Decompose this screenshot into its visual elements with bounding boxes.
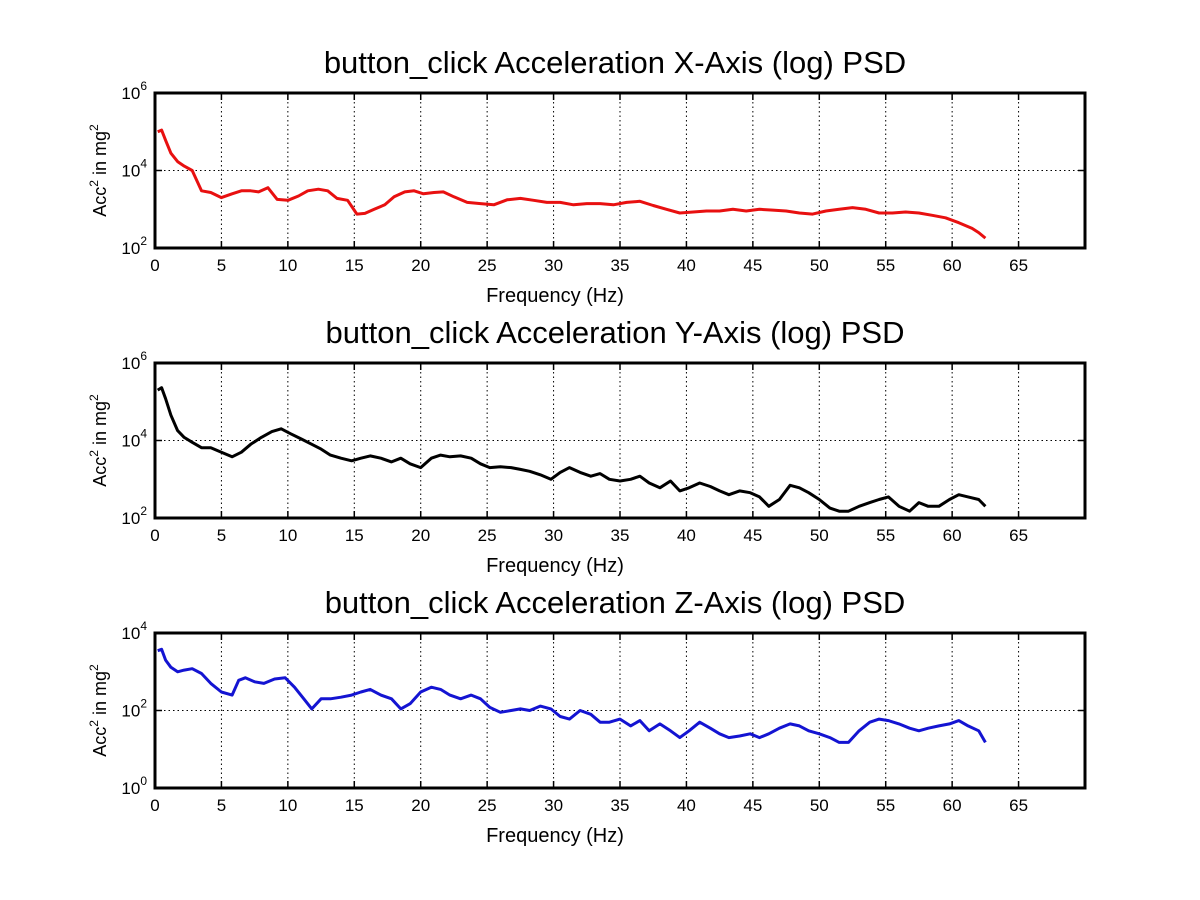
x-tick-label: 10 (278, 526, 297, 545)
chart-title-z-axis: button_click Acceleration Z-Axis (log) P… (325, 585, 906, 620)
x-tick-label: 65 (1009, 256, 1028, 275)
panel-x-axis: button_click Acceleration X-Axis (log) P… (87, 45, 1087, 307)
x-tick-label: 40 (677, 796, 696, 815)
x-axis-label-x-axis: Frequency (Hz) (486, 285, 624, 307)
x-tick-label: 55 (876, 256, 895, 275)
y-tick-label: 104 (121, 427, 147, 451)
x-tick-label: 20 (411, 796, 430, 815)
x-tick-label: 25 (478, 256, 497, 275)
y-axis-label-x-axis: Acc2 in mg2 (87, 124, 110, 217)
x-tick-label: 45 (743, 526, 762, 545)
x-tick-label: 60 (943, 796, 962, 815)
x-tick-label: 30 (544, 256, 563, 275)
chart-title-y-axis: button_click Acceleration Y-Axis (log) P… (326, 315, 905, 350)
x-axis-label-z-axis: Frequency (Hz) (486, 825, 624, 847)
x-tick-label: 5 (217, 796, 226, 815)
x-axis-label-y-axis: Frequency (Hz) (486, 555, 624, 577)
x-tick-label: 55 (876, 526, 895, 545)
psd-line-z-axis (157, 647, 987, 744)
panel-z-axis: button_click Acceleration Z-Axis (log) P… (87, 585, 1087, 847)
y-tick-label: 100 (121, 774, 147, 798)
y-tick-label: 106 (121, 349, 147, 373)
x-tick-label: 10 (278, 256, 297, 275)
x-tick-label: 35 (611, 256, 630, 275)
x-tick-label: 60 (943, 526, 962, 545)
x-tick-label: 45 (743, 256, 762, 275)
x-tick-label: 35 (611, 796, 630, 815)
x-tick-label: 15 (345, 256, 364, 275)
x-tick-label: 15 (345, 796, 364, 815)
x-tick-label: 45 (743, 796, 762, 815)
x-tick-label: 50 (810, 256, 829, 275)
axes-frame-z-axis (153, 631, 1087, 790)
x-tick-label: 20 (411, 256, 430, 275)
y-tick-label: 104 (121, 619, 147, 643)
y-axis-label-z-axis: Acc2 in mg2 (87, 664, 110, 757)
x-tick-label: 25 (478, 796, 497, 815)
x-tick-label: 30 (544, 526, 563, 545)
psd-line-y-axis (156, 386, 987, 513)
y-tick-label: 104 (121, 157, 147, 181)
x-tick-label: 10 (278, 796, 297, 815)
x-tick-label: 20 (411, 526, 430, 545)
x-tick-label: 5 (217, 256, 226, 275)
axes-frame-y-axis (153, 361, 1087, 520)
x-tick-label: 0 (150, 256, 159, 275)
x-tick-label: 25 (478, 526, 497, 545)
x-tick-label: 15 (345, 526, 364, 545)
chart-title-x-axis: button_click Acceleration X-Axis (log) P… (324, 45, 906, 80)
psd-line-x-axis (157, 128, 987, 240)
x-tick-label: 30 (544, 796, 563, 815)
x-tick-label: 5 (217, 526, 226, 545)
y-tick-label: 102 (121, 697, 147, 721)
x-tick-label: 50 (810, 526, 829, 545)
y-axis-label-y-axis: Acc2 in mg2 (87, 394, 110, 487)
y-tick-label: 102 (121, 234, 147, 258)
x-tick-label: 35 (611, 526, 630, 545)
x-tick-label: 40 (677, 256, 696, 275)
y-tick-label: 106 (121, 79, 147, 103)
x-tick-label: 65 (1009, 526, 1028, 545)
x-tick-label: 0 (150, 796, 159, 815)
x-tick-label: 50 (810, 796, 829, 815)
x-tick-label: 0 (150, 526, 159, 545)
axes-frame-x-axis (153, 91, 1087, 250)
panel-y-axis: button_click Acceleration Y-Axis (log) P… (87, 315, 1087, 577)
x-tick-label: 65 (1009, 796, 1028, 815)
x-tick-label: 40 (677, 526, 696, 545)
y-tick-label: 102 (121, 504, 147, 528)
x-tick-label: 55 (876, 796, 895, 815)
x-tick-label: 60 (943, 256, 962, 275)
